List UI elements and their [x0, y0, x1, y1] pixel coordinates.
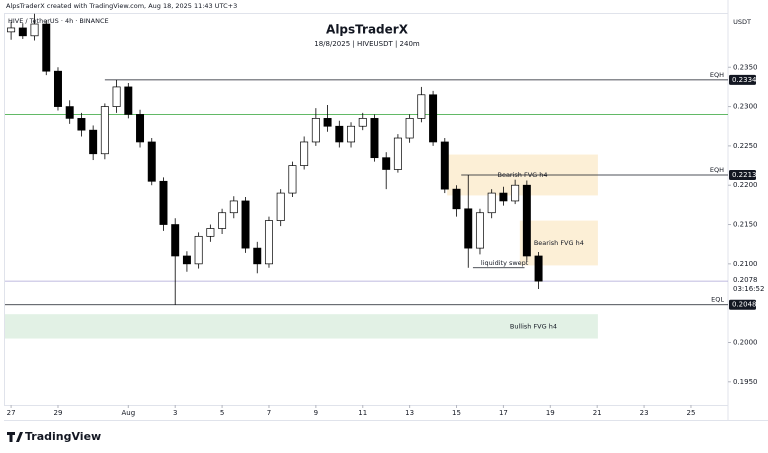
candle-body — [311, 118, 320, 143]
candle-body — [89, 129, 98, 155]
y-tick-label: 0.2350 — [733, 63, 758, 71]
x-tick-label: 21 — [593, 409, 602, 417]
y-tick-label: 0.2150 — [733, 221, 758, 229]
candle-body — [182, 255, 191, 265]
x-tick-label: 13 — [405, 409, 414, 417]
candle-body — [452, 188, 461, 210]
level-label: EQL — [711, 296, 724, 304]
fvg-zone — [519, 220, 598, 266]
price-tag — [729, 169, 756, 180]
price-tag-label: 0.2213 — [732, 171, 757, 179]
candle-body — [77, 118, 86, 131]
candle-body — [499, 192, 508, 202]
candle-body — [229, 200, 238, 214]
candle-body — [218, 212, 227, 229]
level-label: EQH — [710, 166, 724, 174]
candle-body — [100, 106, 109, 155]
x-tick-label: 3 — [173, 409, 177, 417]
candle-body — [159, 180, 168, 225]
candle-body — [7, 27, 16, 33]
y-tick-label: 0.2250 — [733, 142, 758, 150]
candle-body — [206, 228, 215, 237]
chart-subtitle: 18/8/2025 | HIVEUSDT | 240m — [314, 40, 420, 48]
x-tick-label: 29 — [54, 409, 63, 417]
fvg-label: Bullish FVG h4 — [510, 322, 557, 330]
brand-name: TradingView — [25, 430, 101, 443]
fvg-zone — [5, 314, 598, 339]
candle-body — [241, 200, 250, 249]
note-label: liquidity swept — [481, 259, 529, 267]
level-label: EQH — [710, 71, 724, 79]
x-tick-label: 17 — [499, 409, 508, 417]
y-tick-label: 0.2000 — [733, 338, 758, 346]
x-tick-label: 27 — [7, 409, 16, 417]
candle-body — [171, 224, 180, 257]
candle-body — [53, 70, 62, 107]
watermark: AlpsTraderX created with TradingView.com… — [6, 2, 237, 10]
x-tick-label: 19 — [546, 409, 555, 417]
candle-body — [347, 125, 356, 143]
y-tick-label: 0.1950 — [733, 378, 758, 386]
symbol: HIVE / TetherUS · 4h · BINANCE — [8, 17, 109, 25]
chart-title: AlpsTraderX — [326, 23, 409, 37]
candle-body — [335, 125, 344, 143]
candle-body — [194, 235, 203, 265]
candle-body — [65, 106, 74, 119]
price-tag-label: 0.2048 — [732, 301, 757, 309]
x-tick-label: 23 — [640, 409, 649, 417]
candle-body — [405, 118, 414, 139]
candle-body — [136, 114, 145, 143]
candle-body — [382, 157, 391, 170]
candle-body — [475, 212, 484, 249]
candle-body — [370, 118, 379, 159]
x-tick-label: Aug — [121, 409, 135, 417]
candle-body — [464, 208, 473, 249]
countdown: 03:16:52 — [733, 285, 764, 293]
last-price-label: 0.2078 — [733, 276, 758, 284]
candle-body — [358, 118, 367, 127]
candle-body — [253, 247, 262, 265]
candle-body — [18, 27, 27, 37]
brand-logo — [7, 432, 23, 442]
x-tick-label: 7 — [267, 409, 271, 417]
candle-body — [487, 192, 496, 214]
x-tick-label: 9 — [314, 409, 318, 417]
candle-body — [124, 86, 133, 115]
candle-body — [534, 255, 543, 282]
candle-body — [147, 141, 156, 182]
candle-body — [264, 220, 273, 265]
candle-body — [511, 184, 520, 202]
candle-body — [417, 94, 426, 119]
price-tag — [729, 299, 756, 310]
candle-body — [300, 141, 309, 166]
fvg-label: Bearish FVG h4 — [534, 239, 584, 247]
candle-body — [323, 118, 332, 127]
candle-body — [522, 184, 531, 257]
price-tag-label: 0.2334 — [732, 76, 757, 84]
candle-body — [288, 165, 297, 194]
y-unit: USDT — [733, 18, 751, 26]
candle-body — [42, 23, 51, 72]
brand: TradingView — [7, 430, 101, 443]
price-tag — [729, 74, 756, 85]
y-tick-label: 0.2100 — [733, 260, 758, 268]
candle-body — [30, 23, 39, 37]
x-tick-label: 15 — [452, 409, 461, 417]
candle-body — [440, 141, 449, 190]
x-tick-label: 11 — [358, 409, 367, 417]
x-tick-label: 5 — [220, 409, 224, 417]
candle-body — [429, 94, 438, 143]
x-tick-label: 25 — [686, 409, 695, 417]
candle-body — [112, 86, 121, 107]
plot-frame — [4, 13, 729, 406]
candle-body — [393, 137, 402, 170]
y-tick-label: 0.2300 — [733, 103, 758, 111]
y-tick-label: 0.2200 — [733, 181, 758, 189]
candle-body — [276, 192, 285, 221]
